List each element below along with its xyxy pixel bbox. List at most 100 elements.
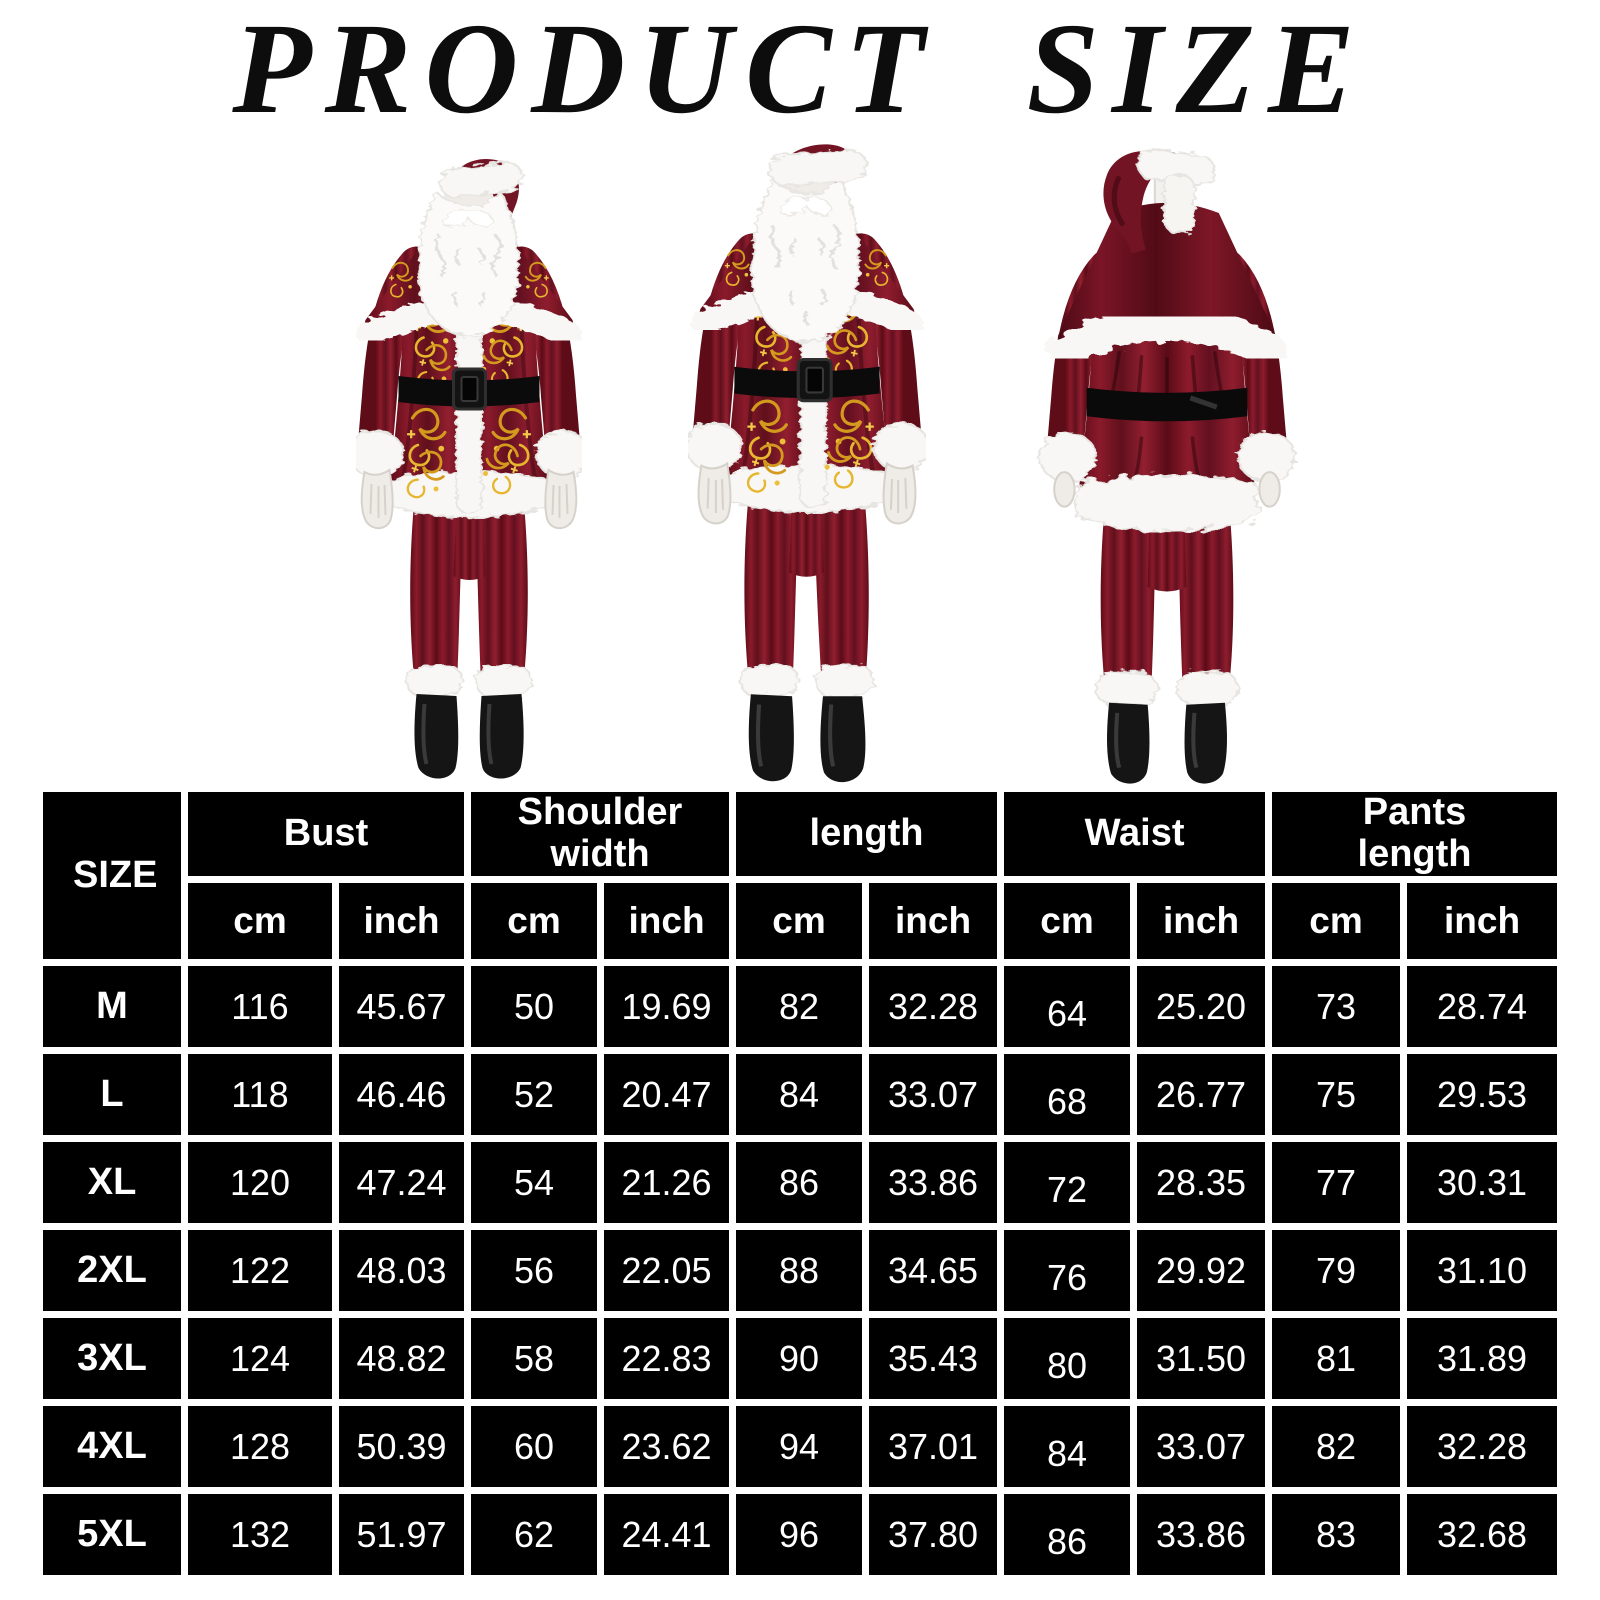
table-value-cell: 50.39	[339, 1406, 465, 1487]
table-head: SIZE Bust Shoulder width length Waist Pants l…	[43, 792, 1558, 959]
table-unit-header: cm	[1004, 883, 1131, 959]
table-value-cell: 52	[471, 1054, 598, 1135]
table-value-cell: 76	[1004, 1230, 1131, 1311]
boots	[414, 694, 524, 779]
ankle-fur-left	[1094, 671, 1158, 706]
table-value-cell: 84	[1004, 1406, 1131, 1487]
table-value-cell: 86	[1004, 1494, 1131, 1575]
table-value-cell: 33.86	[869, 1142, 998, 1223]
table-value-cell: 22.05	[604, 1230, 730, 1311]
boots	[748, 694, 866, 783]
table-value-cell: 86	[736, 1142, 863, 1223]
cuff-fur-right	[534, 430, 582, 478]
table-value-cell: 19.69	[604, 966, 730, 1047]
santa-costume-side-view	[688, 144, 926, 783]
table-value-cell: 22.83	[604, 1318, 730, 1399]
table-value-cell: 48.82	[339, 1318, 465, 1399]
table-value-cell: 124	[188, 1318, 332, 1399]
table-value-cell: 33.07	[869, 1054, 998, 1135]
table-value-cell: 116	[188, 966, 332, 1047]
table-value-cell: 24.41	[604, 1494, 730, 1575]
table-value-cell: 58	[471, 1318, 598, 1399]
table-value-cell: 132	[188, 1494, 332, 1575]
table-corner-size-header: SIZE	[43, 792, 181, 959]
hat-fur-tail	[1162, 173, 1196, 235]
table-value-cell: 50	[471, 966, 598, 1047]
jacket-hem-fur	[1075, 473, 1259, 533]
table-value-cell: 72	[1004, 1142, 1131, 1223]
table-value-cell: 29.92	[1137, 1230, 1266, 1311]
table-value-cell: 20.47	[604, 1054, 730, 1135]
cuff-fur-left	[688, 422, 743, 472]
table-value-cell: 46.46	[339, 1054, 465, 1135]
santa-costume-front-view	[356, 159, 582, 779]
table-value-cell: 82	[1272, 1406, 1401, 1487]
ankle-fur-left	[405, 665, 464, 697]
table-value-cell: 26.77	[1137, 1054, 1266, 1135]
table-value-cell: 35.43	[869, 1318, 998, 1399]
table-group-header: Pants length	[1272, 792, 1558, 876]
table-value-cell: 21.26	[604, 1142, 730, 1223]
table-group-header: Bust	[188, 792, 465, 876]
table-unit-header: cm	[1272, 883, 1401, 959]
hat-fur-band	[768, 149, 868, 187]
table-size-cell: 3XL	[43, 1318, 181, 1399]
ankle-fur-right	[474, 665, 533, 697]
boots	[1107, 702, 1227, 784]
table-row: M 116 45.67 50 19.69 82 32.28 64 25.20 73 28.74	[43, 966, 1558, 1047]
cuff-fur-left	[356, 430, 405, 478]
table-value-cell: 77	[1272, 1142, 1401, 1223]
table-row: 2XL 122 48.03 56 22.05 88 34.65 76 29.92 79 31.10	[43, 1230, 1558, 1311]
table-value-cell: 28.35	[1137, 1142, 1266, 1223]
table-value-cell: 62	[471, 1494, 598, 1575]
table-value-cell: 54	[471, 1142, 598, 1223]
table-value-cell: 32.28	[869, 966, 998, 1047]
table-row: 4XL 128 50.39 60 23.62 94 37.01 84 33.07 82 32.28	[43, 1406, 1558, 1487]
size-table: SIZE Bust Shoulder width length Waist Pants l…	[36, 785, 1564, 1582]
table-value-cell: 31.89	[1407, 1318, 1558, 1399]
table-value-cell: 30.31	[1407, 1142, 1558, 1223]
belt	[398, 367, 540, 411]
table-size-cell: 5XL	[43, 1494, 181, 1575]
cuff-fur-right	[872, 422, 926, 472]
ankle-fur-right	[1176, 671, 1240, 706]
table-value-cell: 56	[471, 1230, 598, 1311]
table-group-header: Waist	[1004, 792, 1266, 876]
table-value-cell: 79	[1272, 1230, 1401, 1311]
pants	[744, 492, 869, 672]
table-value-cell: 34.65	[869, 1230, 998, 1311]
table-value-cell: 32.68	[1407, 1494, 1558, 1575]
table-unit-header: inch	[1137, 883, 1266, 959]
table-row: XL 120 47.24 54 21.26 86 33.86 72 28.35 77 30.31	[43, 1142, 1558, 1223]
table-row: 3XL 124 48.82 58 22.83 90 35.43 80 31.50 81 31.89	[43, 1318, 1558, 1399]
ankle-fur-left	[739, 664, 800, 698]
table-unit-header: cm	[736, 883, 863, 959]
santa-beard	[750, 177, 861, 344]
table-value-cell: 88	[736, 1230, 863, 1311]
table-value-cell: 33.07	[1137, 1406, 1266, 1487]
pants	[410, 498, 528, 672]
table-value-cell: 33.86	[1137, 1494, 1266, 1575]
table-row: 5XL 132 51.97 62 24.41 96 37.80 86 33.86 83 32.68	[43, 1494, 1558, 1575]
table-value-cell: 45.67	[339, 966, 465, 1047]
table-value-cell: 47.24	[339, 1142, 465, 1223]
table-group-header: Shoulder width	[471, 792, 730, 876]
santa-costume-back-view	[1037, 147, 1297, 784]
table-value-cell: 75	[1272, 1054, 1401, 1135]
table-unit-header: cm	[188, 883, 332, 959]
table-value-cell: 80	[1004, 1318, 1131, 1399]
table-value-cell: 94	[736, 1406, 863, 1487]
table-value-cell: 64	[1004, 966, 1131, 1047]
table-value-cell: 122	[188, 1230, 332, 1311]
table-unit-header: inch	[604, 883, 730, 959]
belt	[1086, 387, 1248, 422]
mannequin-hands	[360, 468, 578, 530]
cape-fur-trim	[1047, 306, 1287, 369]
table-value-cell: 84	[736, 1054, 863, 1135]
table-body: M 116 45.67 50 19.69 82 32.28 64 25.20 73 28.74 L 11…	[43, 966, 1558, 1575]
table-value-cell: 51.97	[339, 1494, 465, 1575]
mannequin-hands	[697, 461, 917, 525]
table-size-cell: 4XL	[43, 1406, 181, 1487]
table-value-cell: 31.10	[1407, 1230, 1558, 1311]
table-value-cell: 96	[736, 1494, 863, 1575]
